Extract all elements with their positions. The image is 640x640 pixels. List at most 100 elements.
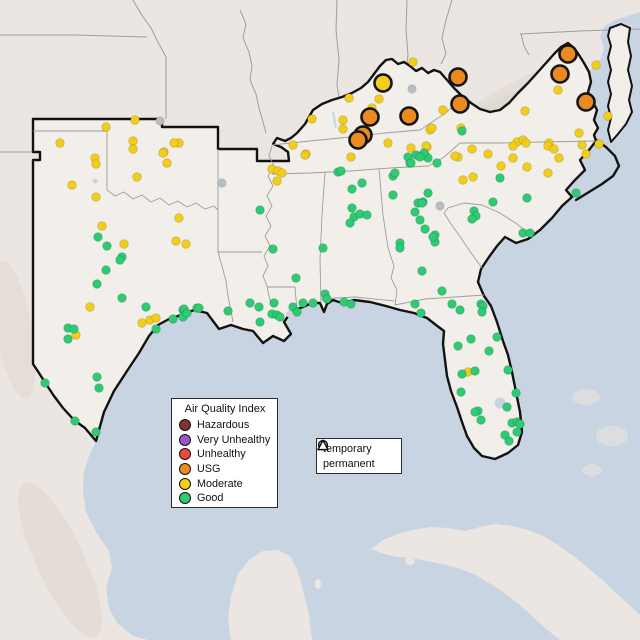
station-dot-moderate[interactable] [408,57,418,67]
station-dot-good[interactable] [292,307,302,317]
station-dot-good[interactable] [322,294,332,304]
station-dot-good[interactable] [467,214,477,224]
station-dot-good[interactable] [477,307,487,317]
station-dot-moderate[interactable] [151,313,161,323]
station-dot-good[interactable] [470,366,480,376]
station-dot-good[interactable] [453,341,463,351]
station-dot-good[interactable] [254,302,264,312]
station-dot-moderate[interactable] [496,161,506,171]
station-dot-moderate[interactable] [169,138,179,148]
station-dot-moderate[interactable] [383,138,393,148]
station-dot-moderate[interactable] [338,115,348,125]
station-dot-good[interactable] [466,334,476,344]
station-dot-moderate[interactable] [553,85,563,95]
station-dot-moderate[interactable] [288,140,298,150]
station-dot-moderate[interactable] [55,138,65,148]
station-dot-good[interactable] [502,402,512,412]
station-dot-moderate[interactable] [346,152,356,162]
station-dot-good[interactable] [347,203,357,213]
station-dot-good[interactable] [298,298,308,308]
station-dot-no-data[interactable] [435,201,445,211]
station-dot-moderate[interactable] [171,236,181,246]
station-marker-usg-temporary[interactable] [360,107,380,127]
station-dot-good[interactable] [457,126,467,136]
station-dot-moderate[interactable] [97,221,107,231]
station-dot-good[interactable] [406,158,416,168]
station-dot-moderate[interactable] [67,180,77,190]
station-dot-good[interactable] [40,378,50,388]
station-dot-good[interactable] [168,314,178,324]
station-dot-good[interactable] [388,190,398,200]
station-marker-usg-temporary[interactable] [558,44,578,64]
station-dot-moderate[interactable] [574,128,584,138]
station-marker-moderate-temporary[interactable] [373,73,393,93]
station-dot-good[interactable] [456,387,466,397]
station-dot-good[interactable] [410,207,420,217]
station-dot-moderate[interactable] [128,136,138,146]
station-dot-moderate[interactable] [438,105,448,115]
station-dot-moderate[interactable] [508,141,518,151]
station-dot-good[interactable] [245,298,255,308]
station-dot-good[interactable] [91,427,101,437]
station-dot-good[interactable] [345,218,355,228]
station-dot-good[interactable] [432,158,442,168]
station-dot-good[interactable] [447,299,457,309]
station-marker-usg-temporary[interactable] [348,130,368,150]
station-dot-good[interactable] [102,241,112,251]
station-dot-moderate[interactable] [458,175,468,185]
station-dot-good[interactable] [515,419,525,429]
station-dot-good[interactable] [457,369,467,379]
station-dot-good[interactable] [92,279,102,289]
station-dot-moderate[interactable] [520,106,530,116]
station-dot-good[interactable] [525,228,535,238]
station-marker-usg-temporary[interactable] [450,94,470,114]
station-dot-good[interactable] [492,332,502,342]
station-dot-moderate[interactable] [543,168,553,178]
station-dot-good[interactable] [269,298,279,308]
station-dot-moderate[interactable] [522,162,532,172]
station-dot-moderate[interactable] [581,149,591,159]
station-dot-good[interactable] [182,308,192,318]
station-dot-good[interactable] [117,293,127,303]
station-marker-usg-temporary[interactable] [576,92,596,112]
station-dot-good[interactable] [346,299,356,309]
station-dot-no-data[interactable] [155,116,165,126]
station-dot-moderate[interactable] [101,122,111,132]
station-dot-good[interactable] [488,197,498,207]
station-dot-good[interactable] [476,415,486,425]
station-dot-moderate[interactable] [119,239,129,249]
station-dot-moderate[interactable] [427,123,437,133]
station-dot-moderate[interactable] [374,94,384,104]
station-dot-moderate[interactable] [344,93,354,103]
station-dot-moderate[interactable] [554,153,564,163]
station-dot-good[interactable] [255,205,265,215]
station-marker-usg-temporary[interactable] [399,106,419,126]
station-dot-moderate[interactable] [508,153,518,163]
station-dot-good[interactable] [420,224,430,234]
station-dot-good[interactable] [410,299,420,309]
station-dot-good[interactable] [417,266,427,276]
station-dot-moderate[interactable] [181,239,191,249]
station-dot-moderate[interactable] [549,144,559,154]
station-dot-good[interactable] [416,308,426,318]
station-dot-good[interactable] [94,383,104,393]
station-dot-good[interactable] [511,388,521,398]
station-dot-good[interactable] [571,188,581,198]
station-dot-good[interactable] [92,372,102,382]
station-dot-moderate[interactable] [300,150,310,160]
station-dot-moderate[interactable] [128,144,138,154]
station-dot-moderate[interactable] [307,114,317,124]
station-dot-good[interactable] [415,152,425,162]
station-dot-no-data[interactable] [217,178,227,188]
station-dot-good[interactable] [336,166,346,176]
station-dot-moderate[interactable] [174,213,184,223]
station-dot-good[interactable] [223,306,233,316]
station-dot-moderate[interactable] [91,192,101,202]
station-dot-moderate[interactable] [85,302,95,312]
station-dot-good[interactable] [362,210,372,220]
station-dot-moderate[interactable] [406,143,416,153]
station-dot-good[interactable] [308,298,318,308]
station-dot-good[interactable] [470,407,480,417]
station-dot-good[interactable] [522,193,532,203]
